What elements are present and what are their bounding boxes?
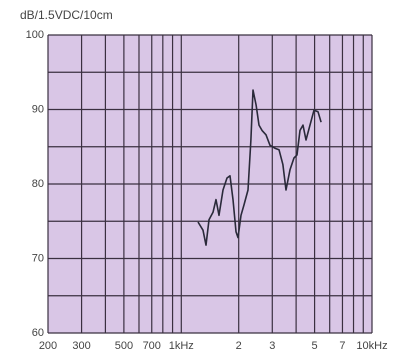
x-tick-label: 2 — [236, 340, 242, 352]
x-tick-label: 3 — [269, 340, 275, 352]
y-tick-label: 90 — [32, 103, 44, 115]
response-line — [197, 89, 322, 246]
y-tick-label: 70 — [32, 252, 44, 264]
y-tick-label: 60 — [32, 327, 44, 339]
chart-title: dB/1.5VDC/10cm — [20, 8, 113, 22]
x-tick-label: 300 — [72, 340, 90, 352]
x-tick-label: 700 — [143, 340, 161, 352]
y-tick-label: 100 — [26, 29, 44, 41]
x-tick-label: 7 — [339, 340, 345, 352]
x-tick-label: 5 — [312, 340, 318, 352]
x-tick-label: 10kHz — [356, 340, 387, 352]
x-tick-label: 1kHz — [169, 340, 194, 352]
x-tick-label: 500 — [115, 340, 133, 352]
x-tick-label: 200 — [39, 340, 57, 352]
y-tick-label: 80 — [32, 178, 44, 190]
